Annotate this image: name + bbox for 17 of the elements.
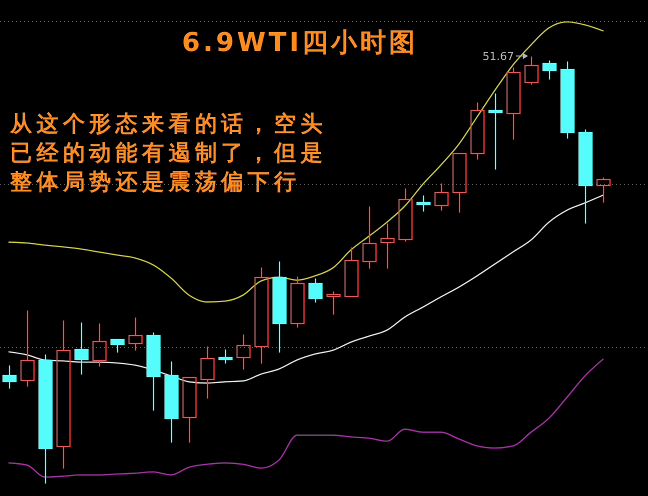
candlestick <box>308 278 323 304</box>
annotation: 51.67 <box>482 50 514 63</box>
candlestick <box>2 364 17 390</box>
annotation: 从这个形态来看的话，空头已经的动能有遏制了，但是整体局势还是震荡偏下行 <box>10 111 328 197</box>
candlestick <box>56 320 71 470</box>
candlestick <box>218 348 233 364</box>
candlestick <box>200 346 215 400</box>
candlestick <box>380 222 395 270</box>
candlestick <box>110 338 125 354</box>
candlestick <box>344 246 359 298</box>
candlestick <box>236 334 251 370</box>
candlestick <box>542 60 557 80</box>
chart-title: 6.9WTI四小时图 <box>182 28 418 58</box>
candlestick <box>416 194 431 212</box>
candlestick <box>254 266 269 364</box>
candlestick <box>74 322 89 376</box>
candlestick <box>488 92 503 170</box>
